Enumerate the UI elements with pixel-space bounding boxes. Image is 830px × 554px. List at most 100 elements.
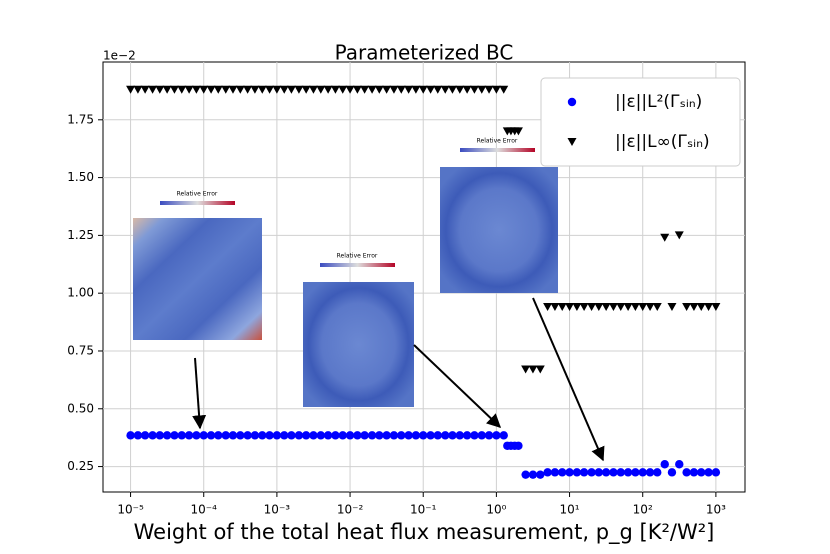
triangle-marker [674,231,684,240]
triangle-marker [499,85,509,94]
circle-marker [558,468,567,477]
circle-marker [572,468,582,477]
circle-marker [148,431,157,440]
circle-marker [609,468,618,477]
x-tick-label: 10⁻¹ [410,503,437,517]
triangle-marker [623,303,633,312]
circle-marker [660,460,669,469]
inset-title: Relative Error [477,138,518,145]
circle-marker [389,431,399,440]
triangle-marker [301,85,311,94]
circle-marker [470,431,479,440]
circle-marker [353,431,362,440]
colorbar [460,148,535,152]
triangle-marker [404,85,414,94]
circle-marker [638,468,647,477]
triangle-marker [396,85,406,94]
circle-marker [280,431,289,440]
triangle-marker [491,85,501,94]
triangle-marker [521,365,531,374]
circle-marker [587,468,596,477]
triangle-marker [426,85,436,94]
circle-marker [404,431,413,440]
circle-marker [301,431,311,440]
triangle-marker [338,85,348,94]
circle-marker [294,431,304,440]
triangle-marker [572,303,582,312]
triangle-marker [616,303,626,312]
circle-marker [543,468,552,477]
legend-items: ||ε||L²(Γₛᵢₙ) ||ε||L∞(Γₛᵢₙ) [567,92,710,152]
triangle-marker [682,303,692,312]
circle-marker [411,431,421,440]
triangle-marker [286,85,296,94]
triangle-marker [704,303,714,312]
triangle-marker [696,303,706,312]
x-tick-label: 10⁻² [337,503,364,517]
triangle-marker [265,85,275,94]
y-tick-label: 1.25 [67,228,94,242]
triangle-marker [567,138,577,146]
circle-marker [192,431,201,440]
triangle-marker [608,303,618,312]
triangle-marker [235,85,245,94]
triangle-marker [243,85,253,94]
circle-marker [601,468,611,477]
circle-marker [631,468,640,477]
circle-marker [228,431,238,440]
inset: Relative Error [440,138,558,293]
x-tick-label: 10² [633,503,653,517]
circle-marker [133,431,143,440]
x-tick-label: 10⁻³ [264,503,291,517]
triangle-marker [543,303,553,312]
circle-marker [177,431,186,440]
circle-marker [309,431,318,440]
circle-marker [382,431,391,440]
circle-marker [623,468,633,477]
triangle-marker [162,85,172,94]
triangle-marker [294,85,304,94]
circle-marker [528,470,538,479]
triangle-marker [272,85,282,94]
points [126,85,721,479]
triangle-marker [711,303,721,312]
circle-marker [126,431,135,440]
heatmap [133,218,262,340]
y-tick-label: 1.75 [67,112,94,126]
triangle-marker [565,303,575,312]
circle-marker [667,468,677,477]
triangle-marker [447,85,457,94]
heatmap [440,167,558,293]
circle-marker [221,431,230,440]
heatmap [303,282,414,407]
legend-box [540,77,741,167]
triangle-marker [213,85,223,94]
triangle-marker [155,85,165,94]
triangle-marker [557,303,567,312]
colorbar [160,201,235,205]
triangle-marker [177,85,187,94]
triangle-marker [462,85,472,94]
circle-marker [433,431,442,440]
triangle-marker [374,85,384,94]
x-tick-label: 10¹ [560,503,580,517]
triangle-marker [148,85,158,94]
x-tick-label: 10³ [706,503,726,517]
inset: Relative Error [133,191,262,340]
x-tick-label: 10⁻⁴ [191,503,218,517]
circle-marker [682,468,691,477]
triangle-marker [169,85,179,94]
circle-marker [645,468,655,477]
circle-marker [338,431,347,440]
circle-marker [704,468,713,477]
triangle-marker [330,85,340,94]
triangle-marker [184,85,194,94]
inset-title: Relative Error [177,191,218,198]
circle-marker [448,431,457,440]
triangle-marker [126,85,136,94]
circle-marker [250,431,260,440]
triangle-marker [455,85,465,94]
circle-marker [675,460,684,469]
triangle-marker [645,303,655,312]
